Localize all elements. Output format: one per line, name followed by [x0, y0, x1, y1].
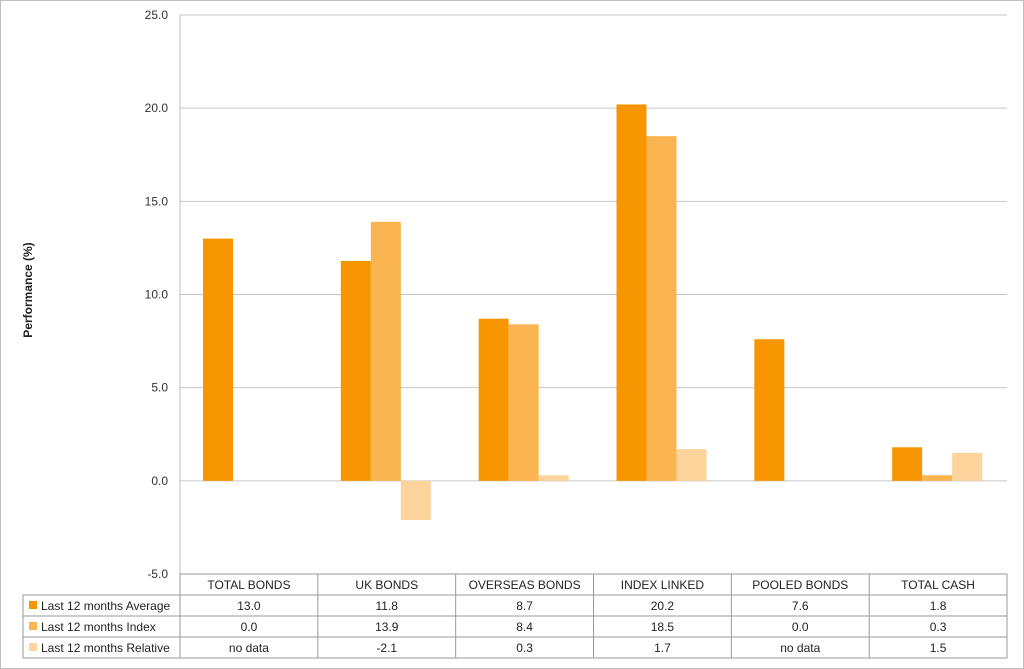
category-label: INDEX LINKED: [621, 578, 705, 592]
bar: [370, 221, 401, 481]
data-label: 0.3: [930, 620, 947, 634]
category-label: TOTAL CASH: [901, 578, 975, 592]
bar: [616, 104, 647, 481]
bar: [676, 449, 707, 481]
bar: [538, 475, 569, 481]
data-label: 8.4: [516, 620, 533, 634]
data-label: 13.0: [237, 599, 261, 613]
data-label: no data: [229, 641, 269, 655]
bar: [646, 136, 677, 481]
category-label: UK BONDS: [355, 578, 418, 592]
bar: [892, 447, 923, 481]
data-label: 11.8: [376, 599, 399, 613]
bar: [340, 260, 371, 481]
bar: [508, 324, 539, 481]
data-label: 13.9: [375, 620, 399, 634]
legend-swatch: [29, 622, 37, 630]
data-label: 20.2: [651, 599, 675, 613]
bar: [478, 318, 509, 481]
data-label: -2.1: [376, 641, 397, 655]
data-table: TOTAL BONDS UK BONDS OVERSEAS BONDS INDEX L…: [22, 573, 1008, 659]
legend-label: Last 12 months Index: [41, 620, 156, 634]
y-axis: 25.0 20.0 15.0 10.0 5.0 0.0 -5.0: [145, 8, 181, 581]
y-tick-label: 20.0: [145, 101, 169, 115]
category-label: POOLED BONDS: [752, 578, 848, 592]
data-label: 18.5: [651, 620, 675, 634]
data-label: no data: [780, 641, 820, 655]
y-tick-label: -5.0: [147, 567, 168, 581]
y-axis-label: Performance (%): [21, 242, 35, 337]
gridlines: [180, 14, 1007, 482]
data-label: 1.8: [930, 599, 947, 613]
data-label: 0.0: [241, 620, 258, 634]
bar: [754, 339, 785, 481]
data-label: 0.0: [792, 620, 809, 634]
y-tick-label: 15.0: [145, 194, 169, 208]
bars: [203, 104, 983, 520]
y-tick-label: 5.0: [151, 381, 168, 395]
legend-swatch: [29, 643, 37, 651]
y-tick-label: 0.0: [151, 474, 168, 488]
data-label: 1.7: [654, 641, 671, 655]
data-label: 0.3: [516, 641, 533, 655]
y-tick-label: 25.0: [145, 8, 169, 22]
legend-label: Last 12 months Average: [41, 599, 171, 613]
bar: [952, 452, 983, 481]
bar: [203, 238, 233, 481]
data-label: 8.7: [516, 599, 533, 613]
category-label: TOTAL BONDS: [207, 578, 290, 592]
legend-swatch: [29, 601, 37, 609]
y-tick-label: 10.0: [145, 288, 169, 302]
legend-label: Last 12 months Relative: [41, 641, 170, 655]
bar: [400, 480, 431, 520]
bar: [922, 475, 953, 481]
data-label: 7.6: [792, 599, 809, 613]
data-label: 1.5: [930, 641, 947, 655]
category-label: OVERSEAS BONDS: [469, 578, 581, 592]
